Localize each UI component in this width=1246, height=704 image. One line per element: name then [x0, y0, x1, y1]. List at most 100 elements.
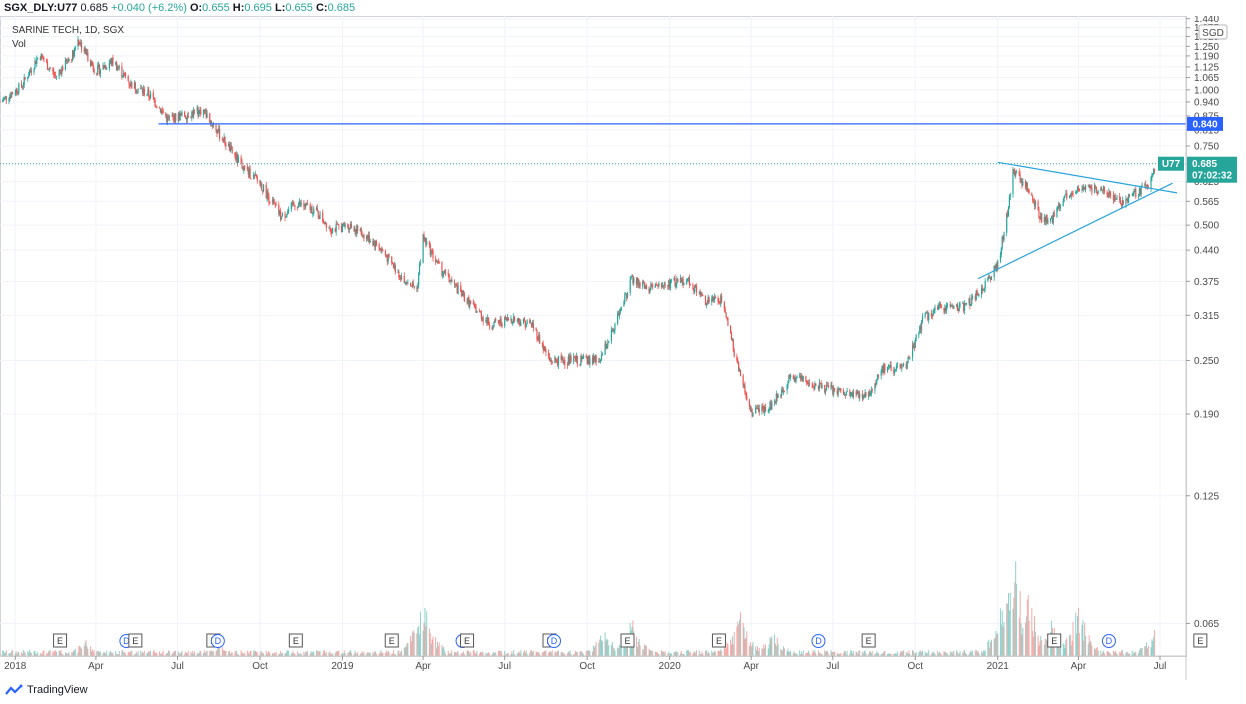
candle-body	[80, 42, 83, 49]
candle-body	[480, 312, 482, 320]
candle-body	[256, 177, 258, 181]
candle-body	[432, 250, 434, 259]
candle-body	[335, 223, 337, 232]
candle-body	[989, 277, 992, 280]
candle-body	[802, 375, 804, 382]
candle-body	[695, 286, 698, 293]
candle-body	[1151, 174, 1153, 178]
candle-body	[10, 95, 12, 98]
candle-body	[337, 223, 339, 225]
symbol-name[interactable]: SGX_DLY:U77	[4, 2, 78, 14]
candle-body	[1000, 247, 1002, 255]
candle-body	[1090, 186, 1092, 188]
tradingview-brand[interactable]: TradingView	[5, 682, 88, 698]
candle-body	[250, 178, 252, 180]
candle-body	[360, 228, 362, 235]
candle-body	[437, 260, 439, 262]
symbol-tag-box	[1158, 156, 1184, 171]
candle-body	[150, 92, 152, 99]
candle-body	[1081, 189, 1083, 191]
candle-body	[1153, 169, 1155, 174]
candle-body	[428, 241, 430, 245]
candle-body	[331, 231, 333, 234]
candle-body	[931, 315, 933, 317]
candle-series[interactable]	[0, 36, 1156, 418]
candle-body	[611, 329, 613, 331]
x-tick-label: Oct	[252, 661, 268, 672]
candle-body	[1046, 214, 1048, 223]
earnings-box	[711, 633, 726, 648]
y-tick-label: 0.750	[1194, 142, 1219, 153]
candle-body	[949, 304, 951, 307]
candle-body	[171, 116, 173, 117]
candle-body	[261, 183, 263, 191]
candle-body	[1034, 201, 1036, 206]
candle-body	[946, 304, 949, 306]
candle-body	[262, 184, 265, 192]
candle-body	[269, 202, 271, 204]
candle-body	[349, 223, 352, 228]
candle-body	[1041, 213, 1043, 223]
earnings-box	[1047, 633, 1062, 648]
candle-body	[235, 155, 237, 160]
candle-body	[977, 295, 979, 296]
candle-body	[83, 48, 85, 52]
candle-body	[884, 363, 886, 372]
candle-body	[990, 276, 993, 280]
candle-body	[368, 235, 370, 243]
candle-body	[649, 289, 651, 293]
candle-body	[342, 222, 344, 225]
candle-body	[230, 145, 232, 148]
candle-body	[915, 335, 917, 340]
candle-body	[1076, 187, 1079, 191]
candle-body	[463, 293, 465, 302]
plot-area[interactable]	[0, 16, 1187, 657]
candle-body	[580, 355, 582, 365]
candle-body	[1096, 192, 1098, 194]
candle-body	[780, 395, 782, 396]
y-tick-label: 0.500	[1194, 221, 1219, 232]
candle-body	[422, 234, 424, 263]
candle-body	[444, 270, 446, 274]
time-axis[interactable]: 2018 Apr Jul Oct 2019 Apr Jul Oct 2020 Apr Jul Oct 2…	[0, 655, 1186, 672]
candle-body	[548, 352, 550, 358]
candle-body	[614, 323, 616, 330]
candle-body	[937, 306, 939, 310]
candle-body	[852, 392, 855, 398]
candle-body	[874, 383, 876, 391]
candle-body	[714, 296, 716, 298]
dividend-circle	[811, 634, 826, 648]
candle-body	[193, 110, 196, 112]
candle-body	[702, 295, 704, 297]
candle-body	[737, 360, 739, 364]
candle-body	[4, 96, 6, 98]
candle-body	[600, 354, 603, 361]
candle-body	[1024, 181, 1027, 188]
price-chart[interactable]: EDEEDEEDEEDEEDEEDE 1.4401.3751.3151.2501…	[0, 16, 1246, 680]
candle-body	[487, 317, 490, 325]
drawings[interactable]	[0, 123, 1186, 280]
candle-body	[757, 408, 759, 410]
price-axis[interactable]: 1.4401.3751.3151.2501.1901.1251.0651.000…	[1185, 16, 1228, 680]
candle-body	[1003, 232, 1005, 240]
candle-body	[996, 263, 998, 269]
event-markers[interactable]: EDEEDEEDEEDEEDEEDE	[53, 633, 1208, 648]
candle-body	[413, 286, 415, 288]
candle-body	[382, 250, 384, 252]
candle-body	[1088, 184, 1090, 188]
candle-body	[587, 356, 589, 364]
candle-body	[306, 203, 309, 205]
candle-body	[707, 296, 709, 304]
candle-body	[492, 327, 494, 329]
earnings-box	[1193, 633, 1208, 648]
x-tick-label: Apr	[88, 661, 104, 672]
candle-body	[972, 296, 974, 298]
candle-body	[2, 98, 5, 101]
candle-body	[331, 228, 334, 234]
candle-body	[736, 356, 738, 361]
candle-body	[566, 364, 569, 366]
candle-body	[1141, 184, 1143, 186]
candle-body	[86, 52, 88, 55]
candle-body	[137, 88, 139, 92]
candle-body	[1001, 236, 1003, 248]
